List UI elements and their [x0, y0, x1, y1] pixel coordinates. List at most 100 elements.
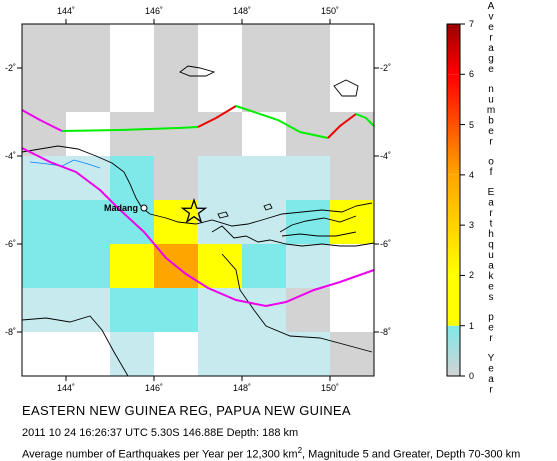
grid-cell — [154, 156, 198, 200]
colorbar-label-1: 1 — [469, 321, 474, 331]
grid-cell — [22, 200, 66, 244]
map-description: Average number of Earthquakes per Year p… — [22, 446, 520, 461]
colorbar-title-letter: e — [488, 281, 494, 292]
colorbar-title-letter: n — [488, 84, 494, 95]
colorbar-title-letter: a — [488, 43, 494, 54]
grid-cell — [198, 332, 242, 376]
colorbar-title-letter: e — [488, 126, 494, 137]
colorbar-label-2: 2 — [469, 270, 474, 280]
grid-cell — [110, 288, 154, 332]
grid-cell — [286, 156, 330, 200]
lat-label-8-left: -8˚ — [5, 327, 16, 337]
grid-cell — [22, 244, 66, 288]
lon-label-148-bottom: 148˚ — [233, 383, 251, 393]
colorbar-title-letter: k — [489, 271, 495, 282]
lon-label-146-bottom: 146˚ — [145, 383, 163, 393]
magenta-boundary-south — [21, 147, 375, 308]
grid-cell — [154, 288, 198, 332]
gulf-coast — [221, 253, 373, 353]
seismicity-grid — [22, 24, 374, 376]
colorbar-label-3: 3 — [469, 220, 474, 230]
lon-label-144-bottom: 144˚ — [57, 383, 75, 393]
east-boundary-red — [327, 113, 357, 139]
event-details: 2011 10 24 16:26:37 UTC 5.30S 146.88E De… — [22, 427, 299, 439]
grid-cell — [330, 332, 374, 376]
rivers — [29, 159, 101, 169]
colorbar-label-4: 4 — [469, 170, 474, 180]
grid-cell — [286, 288, 330, 332]
colorbar-segments — [447, 24, 460, 376]
grid-cell — [66, 24, 110, 68]
grid-cell — [66, 200, 110, 244]
grid-cell — [330, 200, 374, 244]
colorbar-label-5: 5 — [469, 120, 474, 130]
colorbar-title-letter: q — [488, 239, 494, 250]
grid-cell — [286, 68, 330, 112]
grid-cell — [242, 244, 286, 288]
coastlines — [21, 65, 375, 377]
lat-label-2-left: -2˚ — [5, 63, 16, 73]
lat-label-4-left: -4˚ — [5, 151, 16, 161]
grid-cell — [286, 332, 330, 376]
colorbar-title-letter: r — [489, 384, 493, 395]
grid-cell — [22, 68, 66, 112]
lat-label-2-right: -2˚ — [380, 63, 391, 73]
new-ireland-tip — [333, 79, 359, 97]
colorbar-title-letter: b — [488, 115, 494, 126]
colorbar-title-letter: v — [489, 12, 494, 23]
colorbar-title-letter: t — [490, 218, 493, 229]
colorbar-title-letter: e — [488, 363, 494, 374]
east-boundary-green — [355, 113, 375, 127]
colorbar-title-letter: r — [489, 136, 493, 147]
lon-label-150-bottom: 150˚ — [321, 383, 339, 393]
grid-cell — [110, 112, 154, 156]
grid-cell — [154, 200, 198, 244]
colorbar-title-letter: h — [488, 229, 494, 240]
madang-label: Madang — [104, 203, 138, 213]
colorbar-title-letter: o — [488, 156, 494, 167]
map-area: Madang — [17, 19, 379, 381]
colorbar-title-letter: A — [488, 1, 495, 12]
grid-cell — [110, 332, 154, 376]
grid-cell — [66, 68, 110, 112]
lon-label-144-top: 144˚ — [57, 6, 75, 16]
lat-label-8-right: -8˚ — [380, 327, 391, 337]
manus-island — [179, 65, 216, 77]
colorbar-labels: 0 1 2 3 4 5 6 7 — [469, 19, 474, 381]
epicenter-star-icon — [180, 197, 208, 224]
grid-cell — [198, 112, 242, 156]
colorbar-segment — [447, 325, 460, 376]
axis-ticks — [17, 19, 379, 381]
colorbar-segment — [447, 74, 460, 175]
colorbar-title-letter: r — [489, 333, 493, 344]
colorbar-title-letter: r — [489, 208, 493, 219]
new-britain-west — [279, 215, 357, 233]
grid-cell — [330, 156, 374, 200]
grid-cell — [242, 68, 286, 112]
map-frame — [21, 23, 375, 377]
new-guinea-north-coast — [21, 145, 373, 227]
lat-labels-left: -2˚ -4˚ -6˚ -8˚ — [5, 63, 16, 337]
grid-cell — [66, 244, 110, 288]
colorbar-title-letter: Y — [488, 353, 495, 364]
colorbar-title-letter: u — [488, 94, 494, 105]
colorbar-title-letter: a — [488, 374, 494, 385]
colorbar-label-0: 0 — [469, 371, 474, 381]
colorbar-segment — [447, 24, 460, 75]
lat-labels-right: -2˚ -4˚ -6˚ -8˚ — [380, 63, 391, 337]
grid-cell — [110, 156, 154, 200]
colorbar-title-letter: a — [488, 260, 494, 271]
grid-cell — [22, 24, 66, 68]
lon-labels-bottom: 144˚ 146˚ 148˚ 150˚ — [57, 383, 339, 393]
colorbar-ticks — [460, 23, 465, 377]
grid-cell — [286, 200, 330, 244]
north-boundary-green-west — [61, 126, 199, 132]
colorbar: 0 1 2 3 4 5 6 7 AveragenumberofEarthquak… — [446, 1, 495, 395]
grid-cell — [22, 156, 66, 200]
colorbar-title-letter: s — [489, 292, 494, 303]
grid-cell — [110, 244, 154, 288]
colorbar-segment — [447, 174, 460, 276]
grid-cell — [286, 244, 330, 288]
